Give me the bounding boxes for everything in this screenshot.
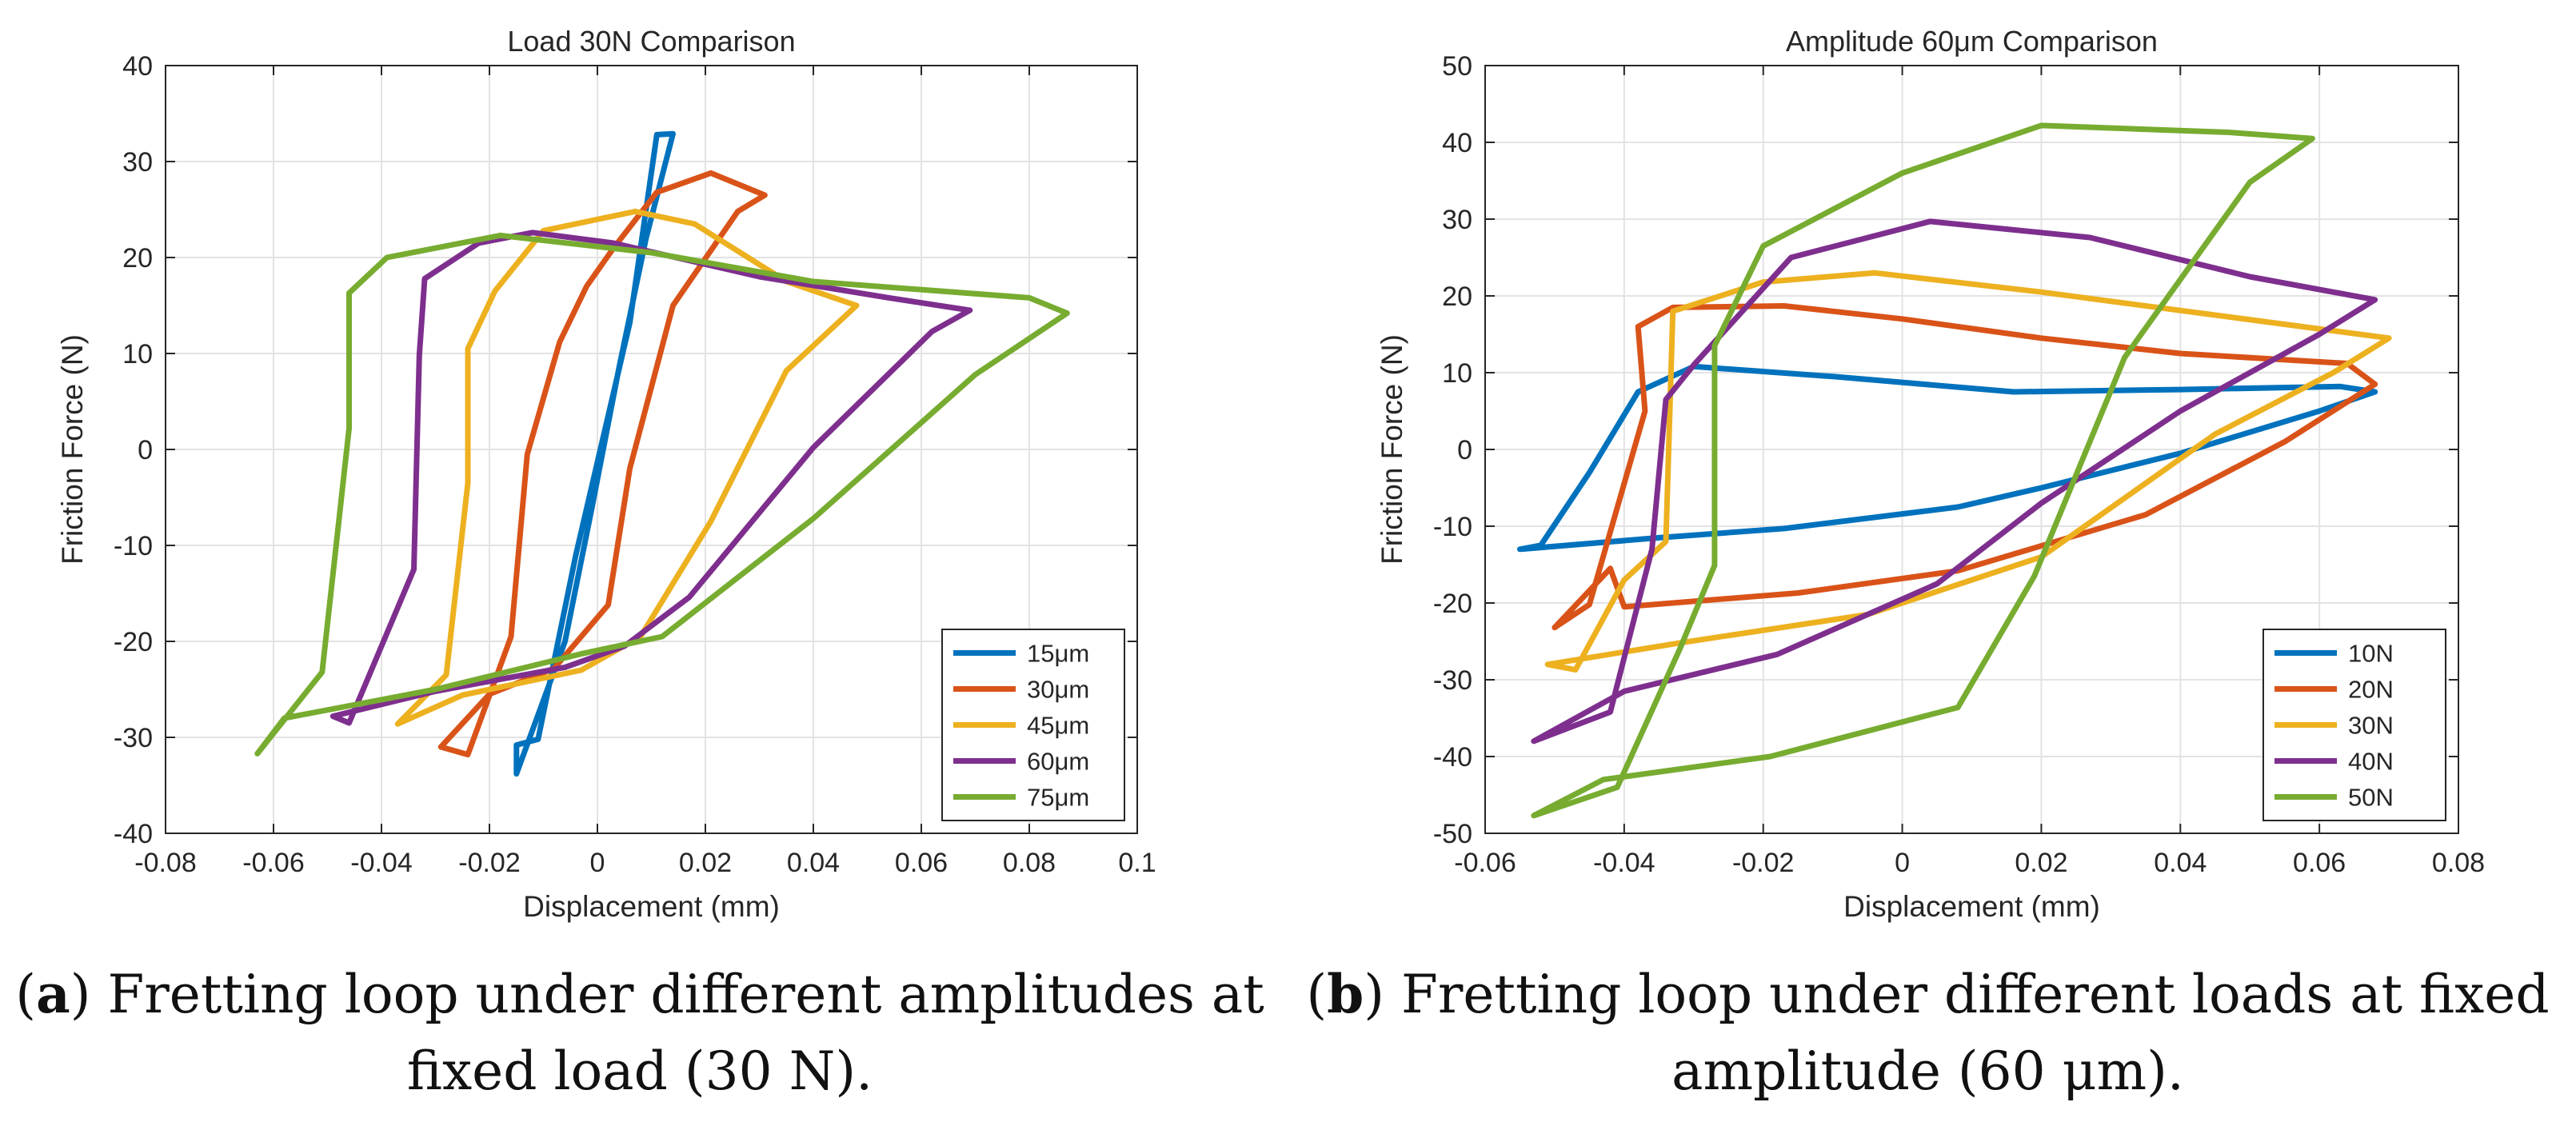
- series-line-30N: [1544, 270, 2392, 673]
- caption-a-text: Fretting loop under different amplitudes…: [107, 964, 1264, 1025]
- x-axis-label: Displacement (mm): [1843, 890, 2100, 923]
- legend-entry: 15μm: [1027, 640, 1089, 668]
- y-tick-label: -40: [114, 819, 153, 849]
- y-tick-label: 30: [122, 147, 153, 178]
- x-tick-label: 0.06: [2293, 848, 2346, 878]
- y-tick-label: -20: [114, 627, 153, 657]
- y-tick-label: 40: [1442, 128, 1472, 158]
- series-line-15μm: [513, 130, 676, 777]
- x-tick-label: -0.04: [1593, 848, 1655, 878]
- caption-a: (a) Fretting loop under different amplit…: [0, 956, 1280, 1110]
- legend-entry: 20N: [2348, 676, 2394, 704]
- y-tick-label: 20: [1442, 282, 1472, 312]
- caption-b-text: Fretting loop under different loads at f…: [1401, 964, 2550, 1025]
- series-line-10N: [1517, 363, 2378, 553]
- chart-load-30n: -0.08 -0.06 -0.04 -0.02 0 0.02 0.04 0.06 0.08 0.1…: [56, 25, 1156, 923]
- y-axis-label: Friction Force (N): [1376, 334, 1408, 565]
- x-tick-label: -0.04: [350, 848, 413, 878]
- chart-amplitude-60um: -0.06 -0.04 -0.02 0 0.02 0.04 0.06 0.08 -50 -40 -3…: [1376, 25, 2485, 923]
- series-line-40N: [1531, 218, 2378, 745]
- y-tick-label: -10: [114, 531, 153, 561]
- legend-entry: 50N: [2348, 784, 2394, 812]
- y-tick-label: -10: [1433, 512, 1472, 542]
- x-tick-label: 0.08: [2432, 848, 2485, 878]
- y-axis-label: Friction Force (N): [56, 334, 89, 565]
- legend-entry: 30N: [2348, 712, 2394, 740]
- caption-b-label: b: [1327, 963, 1364, 1025]
- x-tick-label: -0.06: [1454, 848, 1516, 878]
- series-line-20N: [1552, 303, 2378, 631]
- caption-a-label: a: [35, 963, 70, 1025]
- legend-entry: 45μm: [1027, 712, 1089, 740]
- x-tick-label: 0.08: [1003, 848, 1056, 878]
- legend-entry: 40N: [2348, 748, 2394, 776]
- caption-b: (b) Fretting loop under different loads …: [1280, 956, 2576, 1110]
- series-line-50N: [1531, 122, 2315, 819]
- y-tick-label: -30: [1433, 665, 1472, 696]
- y-tick-label: 50: [1442, 51, 1472, 82]
- chart-title: Amplitude 60μm Comparison: [1786, 25, 2158, 58]
- y-tick-label: 0: [1457, 435, 1472, 465]
- y-tick-label: 0: [138, 435, 153, 465]
- y-tick-label: 20: [122, 243, 153, 274]
- x-tick-label: -0.08: [134, 848, 197, 878]
- caption-b-label-open: (: [1306, 964, 1328, 1025]
- series-line-75μm: [254, 232, 1070, 757]
- x-tick-label: -0.02: [458, 848, 521, 878]
- legend: 10N 20N 30N 40N 50N: [2262, 629, 2446, 821]
- legend: 15μm 30μm 45μm 60μm 75μm: [941, 629, 1125, 821]
- y-tick-label: -30: [114, 723, 153, 753]
- y-tick-label: -20: [1433, 589, 1472, 619]
- caption-a-label-open: (: [15, 964, 36, 1025]
- x-tick-label: 0.02: [2015, 848, 2067, 878]
- legend-entry: 30μm: [1027, 676, 1089, 704]
- y-tick-label: -40: [1433, 742, 1472, 773]
- legend-entry: 60μm: [1027, 748, 1089, 776]
- y-tick-label: 10: [122, 339, 153, 369]
- series-line-30μm: [437, 170, 768, 758]
- x-tick-label: 0.06: [895, 848, 948, 878]
- legend-entry: 75μm: [1027, 784, 1089, 812]
- y-tick-label: -50: [1433, 819, 1472, 849]
- caption-b-label-close: ): [1364, 964, 1402, 1025]
- x-tick-label: 0.04: [2154, 848, 2207, 878]
- figure-canvas: -0.08 -0.06 -0.04 -0.02 0 0.02 0.04 0.06 0.08 0.1…: [56, 25, 2485, 923]
- x-tick-label: -0.06: [242, 848, 305, 878]
- caption-a-label-close: ): [70, 964, 108, 1025]
- y-tick-label: 10: [1442, 358, 1472, 389]
- x-tick-label: 0.02: [679, 848, 732, 878]
- x-tick-label: 0.04: [787, 848, 840, 878]
- y-tick-label: 30: [1442, 205, 1472, 235]
- series-line-60μm: [329, 230, 973, 726]
- x-tick-label: -0.02: [1732, 848, 1795, 878]
- x-tick-label: 0.1: [1118, 848, 1156, 878]
- y-tick-label: 40: [122, 51, 153, 82]
- x-tick-label: 0: [590, 848, 605, 878]
- x-axis-label: Displacement (mm): [523, 890, 780, 923]
- chart-title: Load 30N Comparison: [507, 25, 795, 58]
- legend-entry: 10N: [2348, 640, 2394, 668]
- caption-a-text-line2: fixed load (30 N).: [406, 1040, 873, 1102]
- caption-b-text-line2: amplitude (60 μm).: [1671, 1040, 2184, 1102]
- x-tick-label: 0: [1895, 848, 1910, 878]
